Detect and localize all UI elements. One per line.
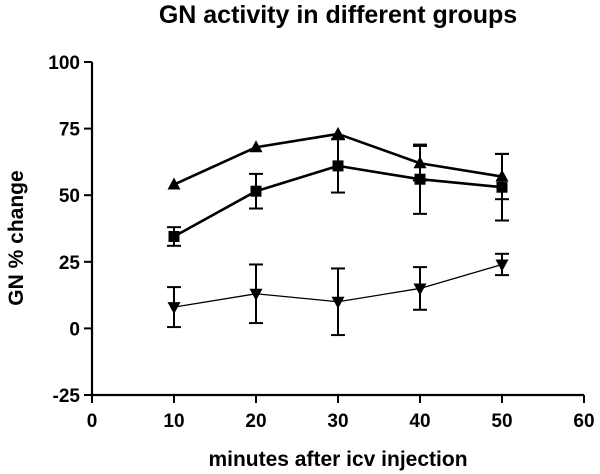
y-tick-label: 50 (59, 186, 80, 207)
y-tick-label: -25 (53, 386, 81, 407)
y-tick-label: 75 (59, 120, 81, 141)
x-tick-label: 30 (327, 411, 348, 432)
square-marker (168, 230, 180, 242)
y-axis-title: GN % change (5, 170, 28, 305)
triangle-down-marker (413, 283, 427, 296)
triangle-up-marker (331, 126, 345, 139)
series-group (167, 126, 509, 315)
x-tick-label: 50 (491, 411, 512, 432)
triangle-down-marker (249, 288, 263, 301)
y-tick-label: 25 (59, 253, 81, 274)
x-tick-label: 20 (245, 411, 266, 432)
x-tick-label: 0 (87, 411, 98, 432)
square-marker (332, 160, 344, 172)
x-tick-label: 10 (163, 411, 184, 432)
square-marker (414, 173, 426, 185)
y-tick-label: 100 (48, 53, 80, 74)
triangle-down-marker (331, 296, 345, 309)
triangle-down-marker (495, 259, 509, 272)
triangle-down-marker (167, 302, 181, 315)
triangle-up-marker (495, 169, 509, 182)
x-tick-label: 60 (573, 411, 594, 432)
square-marker (250, 185, 262, 197)
triangle-up-marker (167, 177, 181, 190)
square-marker (496, 181, 508, 193)
x-tick-label: 40 (409, 411, 430, 432)
chart-title: GN activity in different groups (159, 1, 517, 29)
axes: -25 0 25 50 75 100 0 10 20 30 40 50 60 (48, 53, 594, 432)
triangle-up-marker (249, 140, 263, 153)
x-axis-title: minutes after icv injection (208, 448, 467, 471)
y-tick-label: 0 (69, 319, 80, 340)
triangle-up-marker (413, 156, 427, 169)
